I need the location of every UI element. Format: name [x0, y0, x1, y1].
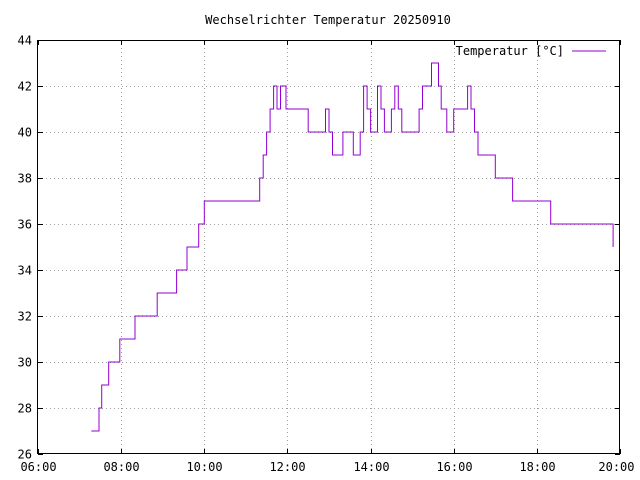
y-tick-label: 28 — [18, 402, 32, 416]
x-tick-label: 16:00 — [436, 460, 472, 474]
x-tick-label: 10:00 — [186, 460, 222, 474]
y-tick-label: 42 — [18, 80, 32, 94]
y-tick-label: 30 — [18, 356, 32, 370]
series-line-temperatur — [91, 62, 614, 432]
y-tick-label: 38 — [18, 172, 32, 186]
grid-lines — [38, 40, 620, 454]
legend-label: Temperatur [°C] — [456, 44, 564, 58]
y-tick-label: 34 — [18, 264, 32, 278]
y-tick-label: 36 — [18, 218, 32, 232]
y-tick-label: 44 — [18, 34, 32, 48]
x-tick-label: 14:00 — [353, 460, 389, 474]
x-tick-label: 18:00 — [519, 460, 555, 474]
chart-title: Wechselrichter Temperatur 20250910 — [205, 13, 451, 27]
plot-frame — [37, 40, 620, 454]
y-axis-ticks: 26 28 30 32 34 36 38 40 42 44 — [18, 34, 620, 462]
x-axis-ticks: 06:00 08:00 10:00 12:00 14:00 16:00 18:00 20:00 — [20, 40, 635, 474]
y-tick-label: 26 — [18, 448, 32, 462]
legend: Temperatur [°C] — [456, 44, 606, 58]
x-tick-label: 08:00 — [103, 460, 139, 474]
y-tick-label: 40 — [18, 126, 32, 140]
x-tick-label: 06:00 — [20, 460, 56, 474]
y-tick-label: 32 — [18, 310, 32, 324]
x-tick-label: 20:00 — [598, 460, 634, 474]
x-tick-label: 12:00 — [269, 460, 305, 474]
